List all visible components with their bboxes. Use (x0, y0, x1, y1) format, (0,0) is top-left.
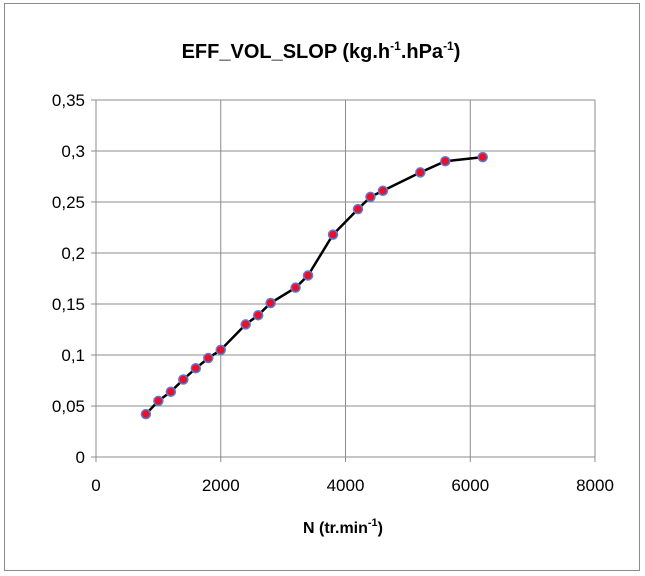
x-tick-label: 8000 (576, 476, 614, 495)
data-point (178, 374, 189, 385)
data-point (215, 344, 226, 356)
grid (96, 99, 596, 457)
chart-title-sup2: -1 (443, 39, 454, 53)
data-point (240, 319, 251, 330)
x-axis-title-main: N (tr.min (303, 520, 368, 537)
data-point (327, 229, 339, 240)
y-tick-label: 0,1 (61, 346, 85, 365)
data-point (165, 386, 177, 397)
data-point (203, 352, 214, 364)
x-tick-label: 2000 (202, 476, 240, 495)
series-line (144, 155, 483, 416)
y-tick-label: 0,2 (61, 244, 85, 263)
data-point (440, 155, 451, 167)
y-tick-label: 0,3 (61, 142, 85, 161)
x-tick-label: 6000 (451, 476, 489, 495)
data-point (252, 309, 264, 321)
data-point (153, 395, 164, 407)
data-point (290, 282, 301, 293)
y-tick-label: 0 (76, 448, 85, 467)
chart-title-main: EFF_VOL_SLOP (kg.h (182, 41, 391, 63)
data-point (265, 297, 276, 309)
x-axis-title-end: ) (378, 520, 383, 537)
data-point (477, 151, 488, 163)
data-point (365, 191, 376, 203)
data-point (140, 408, 152, 420)
data-point (415, 167, 426, 178)
x-tick-labels: 0 2000 4000 6000 8000 (91, 476, 614, 495)
x-tick-label: 4000 (327, 476, 365, 495)
data-point (352, 203, 364, 215)
data-point (377, 185, 389, 197)
y-tick-label: 0,05 (52, 397, 85, 416)
data-point (302, 270, 314, 281)
y-tick-labels: 0 0,05 0,1 0,15 0,2 0,25 0,3 0,35 (52, 91, 85, 467)
y-tick-label: 0,35 (52, 91, 85, 110)
chart-title-end: ) (454, 41, 461, 63)
x-tick-label: 0 (91, 476, 100, 495)
chart-frame (4, 3, 640, 571)
chart-title: EFF_VOL_SLOP (kg.h-1.hPa-1) (182, 39, 461, 63)
axes (91, 99, 596, 462)
chart-title-sup1: -1 (390, 39, 401, 53)
y-tick-label: 0,25 (52, 193, 85, 212)
data-point (190, 363, 202, 374)
y-tick-label: 0,15 (52, 295, 85, 314)
series (140, 151, 488, 420)
x-axis-title: N (tr.min-1) (303, 517, 383, 537)
x-axis-title-sup: -1 (368, 517, 378, 529)
chart-title-mid: .hPa (401, 41, 444, 63)
